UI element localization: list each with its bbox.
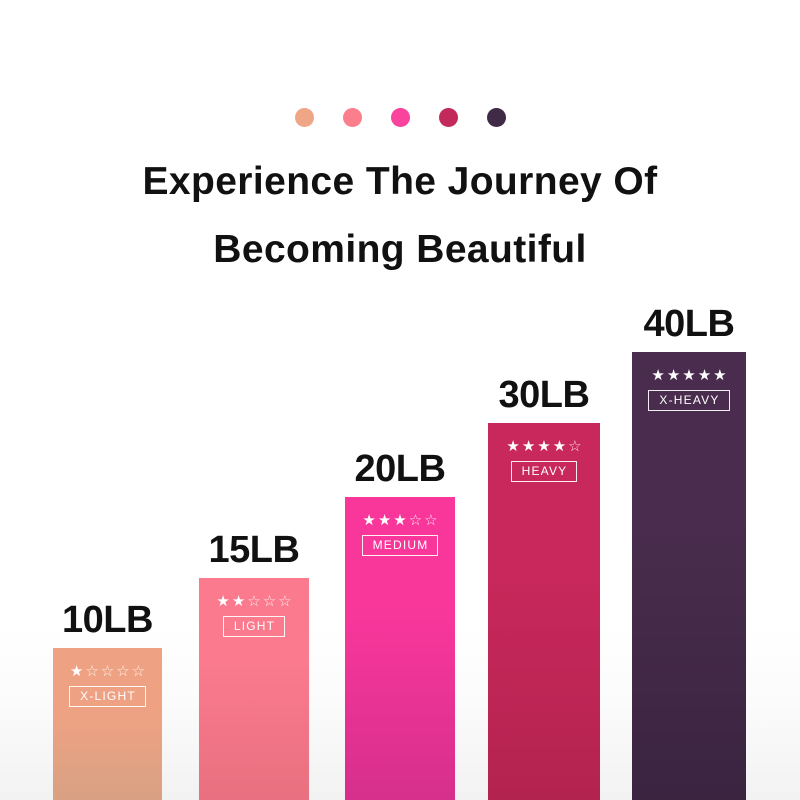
star-filled-icon: ★	[231, 593, 246, 610]
star-filled-icon: ★	[506, 438, 520, 455]
star-filled-icon: ★	[69, 663, 84, 680]
star-empty-icon: ☆	[100, 663, 115, 680]
star-rating: ★ ★ ★ ★ ★	[651, 368, 726, 383]
bar-rating-group: ★ ★ ☆ ☆ ☆ LIGHT	[199, 594, 309, 637]
star-empty-icon: ☆	[408, 512, 423, 529]
bar-column-40lb[interactable]: 40LB ★ ★ ★ ★ ★ X-HEAVY	[632, 303, 746, 800]
star-filled-icon: ★	[666, 367, 681, 384]
star-rating: ★ ★ ★ ★ ☆	[506, 439, 581, 454]
star-empty-icon: ☆	[247, 593, 261, 610]
bar-fill	[488, 423, 600, 800]
color-dot-1	[294, 108, 314, 127]
star-empty-icon: ☆	[116, 663, 130, 680]
star-empty-icon: ☆	[568, 438, 582, 455]
strength-badge-x-light: X-LIGHT	[69, 686, 146, 707]
bar-column-15lb[interactable]: 15LB ★ ★ ☆ ☆ ☆ LIGHT	[199, 529, 309, 800]
star-filled-icon: ★	[377, 512, 392, 529]
bar-15lb: ★ ★ ☆ ☆ ☆ LIGHT	[199, 578, 309, 800]
bar-label-40lb: 40LB	[643, 303, 735, 345]
strength-badge-x-heavy: X-HEAVY	[648, 390, 730, 411]
star-rating: ★ ★ ★ ☆ ☆	[362, 513, 437, 528]
star-filled-icon: ★	[552, 438, 567, 455]
star-filled-icon: ★	[682, 367, 696, 384]
bar-40lb: ★ ★ ★ ★ ★ X-HEAVY	[632, 352, 746, 800]
star-filled-icon: ★	[651, 367, 665, 384]
bar-label-30lb: 30LB	[498, 374, 590, 416]
bar-20lb: ★ ★ ★ ☆ ☆ MEDIUM	[345, 497, 455, 800]
strength-badge-medium: MEDIUM	[361, 535, 439, 556]
star-empty-icon: ☆	[262, 593, 277, 610]
star-rating: ★ ☆ ☆ ☆ ☆	[70, 664, 145, 679]
strength-badge-light: LIGHT	[222, 616, 286, 637]
bar-rating-group: ★ ★ ★ ★ ★ X-HEAVY	[632, 368, 746, 411]
bar-rating-group: ★ ☆ ☆ ☆ ☆ X-LIGHT	[53, 664, 162, 707]
star-filled-icon: ★	[362, 512, 376, 529]
bar-10lb: ★ ☆ ☆ ☆ ☆ X-LIGHT	[53, 648, 162, 800]
bar-column-30lb[interactable]: 30LB ★ ★ ★ ★ ☆ HEAVY	[488, 374, 600, 800]
bar-fill	[53, 648, 162, 800]
color-swatch-dots	[0, 108, 800, 127]
bar-fill	[345, 497, 455, 800]
color-dot-3	[390, 108, 410, 127]
bar-label-15lb: 15LB	[208, 529, 300, 571]
star-empty-icon: ☆	[278, 593, 292, 610]
color-dot-2	[342, 108, 362, 127]
star-filled-icon: ★	[393, 512, 407, 529]
bar-30lb: ★ ★ ★ ★ ☆ HEAVY	[488, 423, 600, 800]
star-empty-icon: ☆	[85, 663, 99, 680]
strength-badge-heavy: HEAVY	[510, 461, 578, 482]
star-filled-icon: ★	[713, 367, 727, 384]
star-empty-icon: ☆	[424, 512, 438, 529]
bar-rating-group: ★ ★ ★ ☆ ☆ MEDIUM	[345, 513, 455, 556]
bar-rating-group: ★ ★ ★ ★ ☆ HEAVY	[488, 439, 600, 482]
star-empty-icon: ☆	[131, 663, 146, 680]
bar-fill	[632, 352, 746, 800]
star-rating: ★ ★ ☆ ☆ ☆	[216, 594, 291, 609]
bar-column-10lb[interactable]: 10LB ★ ☆ ☆ ☆ ☆ X-LIGHT	[53, 599, 162, 800]
bar-label-10lb: 10LB	[62, 599, 153, 641]
color-dot-5	[486, 108, 506, 127]
star-filled-icon: ★	[537, 438, 551, 455]
star-filled-icon: ★	[521, 438, 536, 455]
page-title-line-1: Experience The Journey Of	[142, 160, 658, 203]
page-title: Experience The Journey Of Becoming Beaut…	[0, 148, 800, 284]
bar-column-20lb[interactable]: 20LB ★ ★ ★ ☆ ☆ MEDIUM	[345, 448, 455, 800]
star-filled-icon: ★	[697, 367, 712, 384]
color-dot-4	[438, 108, 458, 127]
bar-fill	[199, 578, 309, 800]
page-title-line-2: Becoming Beautiful	[213, 228, 587, 271]
star-filled-icon: ★	[216, 593, 230, 610]
bar-label-20lb: 20LB	[354, 448, 446, 490]
